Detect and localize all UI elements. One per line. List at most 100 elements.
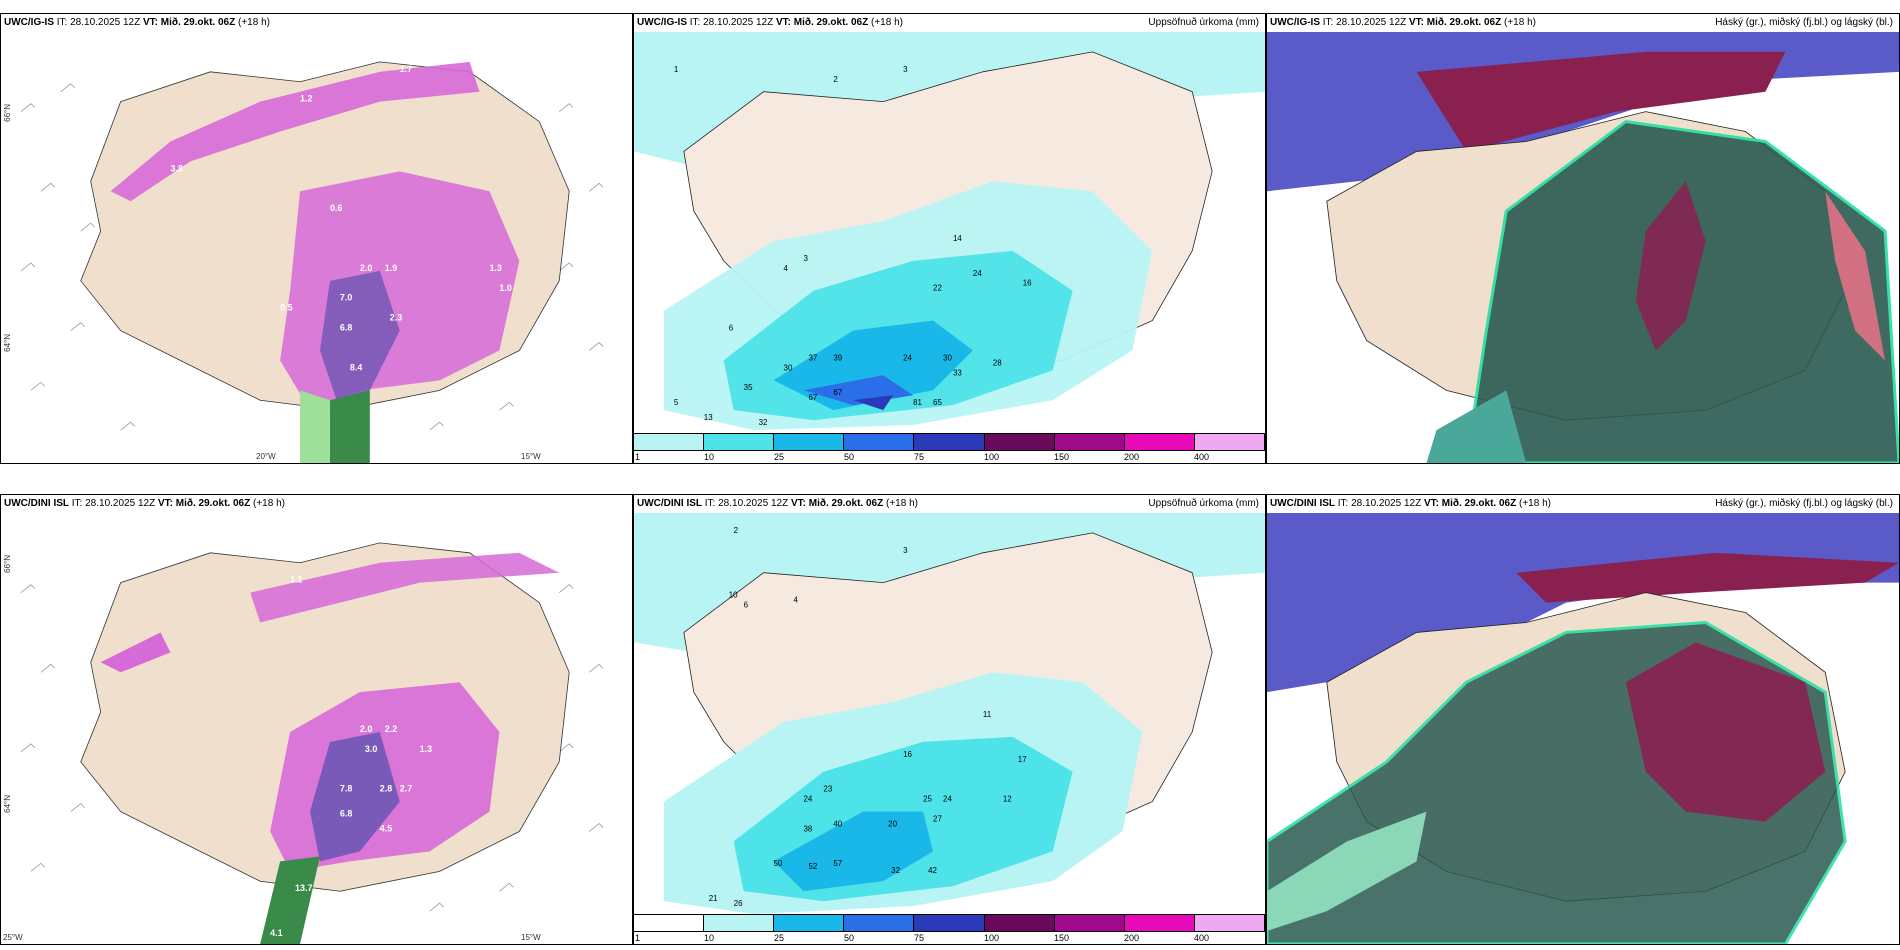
cbar-label: 10 xyxy=(704,933,715,943)
lat-label-66: 66°N xyxy=(3,104,12,122)
svg-text:1.3: 1.3 xyxy=(420,744,432,754)
lon-label-20: 20°W xyxy=(256,452,276,461)
svg-text:4: 4 xyxy=(793,596,798,605)
cbar-seg xyxy=(914,434,985,450)
cbar-label: 10 xyxy=(704,452,715,462)
svg-text:17: 17 xyxy=(1018,755,1027,764)
cbar-label: 400 xyxy=(1194,933,1210,943)
svg-text:13: 13 xyxy=(704,413,713,422)
panel-field-title: Uppsöfnuð úrkoma (mm) xyxy=(1148,17,1259,28)
snow-map[interactable]: 0.5 1.1 2.0 2.2 2.8 3.0 7.8 6.8 4.5 13.7… xyxy=(1,513,632,944)
svg-text:3: 3 xyxy=(903,546,908,555)
panel-bot-right: UWC/DINI ISL IT: 28.10.2025 12Z VT: Mið.… xyxy=(1266,494,1900,945)
svg-text:4: 4 xyxy=(784,264,789,273)
svg-text:1.1: 1.1 xyxy=(290,575,302,585)
cbar-seg xyxy=(844,434,915,450)
svg-text:0.5: 0.5 xyxy=(280,303,292,313)
svg-text:3.0: 3.0 xyxy=(365,744,377,754)
svg-text:3.8: 3.8 xyxy=(170,163,182,173)
svg-text:20: 20 xyxy=(888,819,897,828)
svg-text:23: 23 xyxy=(823,785,832,794)
cbar-seg xyxy=(844,915,915,931)
svg-text:6.8: 6.8 xyxy=(340,323,352,333)
svg-text:1.0: 1.0 xyxy=(499,283,511,293)
cbar-seg xyxy=(984,915,1055,931)
svg-text:1.7: 1.7 xyxy=(400,64,412,74)
cbar-seg xyxy=(774,915,845,931)
precip-colorbar: 1 10 25 50 75 100 150 200 400 xyxy=(634,914,1265,944)
snow-map[interactable]: 1.7 1.2 2.0 0.6 1.9 1.3 2.3 3.8 6.8 8.4 … xyxy=(1,32,632,463)
cbar-label: 1 xyxy=(635,933,641,943)
panel-header: UWC/DINI ISL IT: 28.10.2025 12Z VT: Mið.… xyxy=(4,498,285,509)
svg-text:2.0: 2.0 xyxy=(360,263,372,273)
panel-field-title: Háský (gr.), miðský (fj.bl.) og lágský (… xyxy=(1715,498,1893,509)
cbar-label: 150 xyxy=(1054,452,1070,462)
svg-text:2.7: 2.7 xyxy=(400,784,412,794)
panel-top-left: UWC/IG-IS IT: 28.10.2025 12Z VT: Mið. 29… xyxy=(0,13,633,464)
svg-text:2.8: 2.8 xyxy=(380,784,392,794)
cbar-label: 25 xyxy=(774,452,785,462)
svg-text:1.3: 1.3 xyxy=(489,263,501,273)
wind-barbs xyxy=(20,83,604,431)
svg-text:21: 21 xyxy=(709,894,718,903)
snow-values: 1.7 1.2 2.0 0.6 1.9 1.3 2.3 3.8 6.8 8.4 … xyxy=(170,64,511,373)
snow-band-north xyxy=(110,61,480,202)
snow-values: 0.5 1.1 2.0 2.2 2.8 3.0 7.8 6.8 4.5 13.7… xyxy=(270,555,552,938)
cbar-label: 100 xyxy=(984,933,1000,943)
lon-label-25: 25°W xyxy=(3,933,23,942)
svg-text:26: 26 xyxy=(734,899,743,908)
precip-values: 1 3 5 6 2 4 3 30 37 39 35 67 67 24 30 33… xyxy=(674,65,1032,427)
svg-text:81: 81 xyxy=(913,398,922,407)
cloud-map[interactable] xyxy=(1267,513,1899,944)
svg-text:1.2: 1.2 xyxy=(300,94,312,104)
cbar-label: 150 xyxy=(1054,933,1070,943)
cbar-label: 200 xyxy=(1124,452,1140,462)
svg-text:3: 3 xyxy=(903,65,908,74)
svg-text:8.4: 8.4 xyxy=(350,362,362,372)
svg-text:11: 11 xyxy=(983,710,992,719)
svg-text:7.0: 7.0 xyxy=(340,293,352,303)
rain-plume xyxy=(329,390,370,463)
svg-text:50: 50 xyxy=(774,859,783,868)
svg-text:2.0: 2.0 xyxy=(360,724,372,734)
svg-text:6: 6 xyxy=(744,601,749,610)
svg-text:67: 67 xyxy=(833,388,842,397)
lon-label-15: 15°W xyxy=(521,933,541,942)
svg-text:65: 65 xyxy=(933,398,942,407)
snow-core xyxy=(310,731,400,862)
cbar-label: 400 xyxy=(1194,452,1210,462)
cbar-seg xyxy=(984,434,1055,450)
wind-barbs xyxy=(20,584,604,912)
snow-core xyxy=(319,270,400,411)
cbar-seg xyxy=(1054,915,1125,931)
svg-text:30: 30 xyxy=(943,353,952,362)
lon-label-15: 15°W xyxy=(521,452,541,461)
precip-colorbar: 1 10 25 50 75 100 150 200 400 xyxy=(634,433,1265,463)
panel-header: UWC/IG-IS IT: 28.10.2025 12Z VT: Mið. 29… xyxy=(4,17,270,28)
precip-map[interactable]: 1 3 5 6 2 4 3 30 37 39 35 67 67 24 30 33… xyxy=(634,32,1265,433)
svg-text:16: 16 xyxy=(1023,279,1032,288)
svg-text:13.7: 13.7 xyxy=(295,883,312,893)
cloud-map[interactable] xyxy=(1267,32,1899,463)
svg-text:67: 67 xyxy=(808,393,817,402)
lat-label-64: 64°N xyxy=(3,795,12,813)
panel-bot-mid: UWC/DINI ISL IT: 28.10.2025 12Z VT: Mið.… xyxy=(633,494,1266,945)
svg-text:2: 2 xyxy=(734,526,739,535)
svg-text:2.3: 2.3 xyxy=(390,313,402,323)
cbar-seg xyxy=(774,434,845,450)
svg-text:10: 10 xyxy=(729,591,738,600)
svg-text:25: 25 xyxy=(923,795,932,804)
svg-text:7.8: 7.8 xyxy=(340,784,352,794)
cbar-seg xyxy=(1194,915,1265,931)
precip-map[interactable]: 2 3 4 6 10 24 23 38 40 50 52 57 32 42 20… xyxy=(634,513,1265,914)
cbar-seg xyxy=(1194,434,1265,450)
svg-text:57: 57 xyxy=(833,859,842,868)
svg-text:35: 35 xyxy=(744,383,753,392)
svg-text:24: 24 xyxy=(903,353,912,362)
panel-field-title: Háský (gr.), miðský (fj.bl.) og lágský (… xyxy=(1715,17,1893,28)
cbar-label: 100 xyxy=(984,452,1000,462)
svg-text:0.5: 0.5 xyxy=(539,555,551,565)
cbar-seg xyxy=(634,915,705,931)
cbar-label: 25 xyxy=(774,933,785,943)
svg-text:12: 12 xyxy=(1003,795,1012,804)
